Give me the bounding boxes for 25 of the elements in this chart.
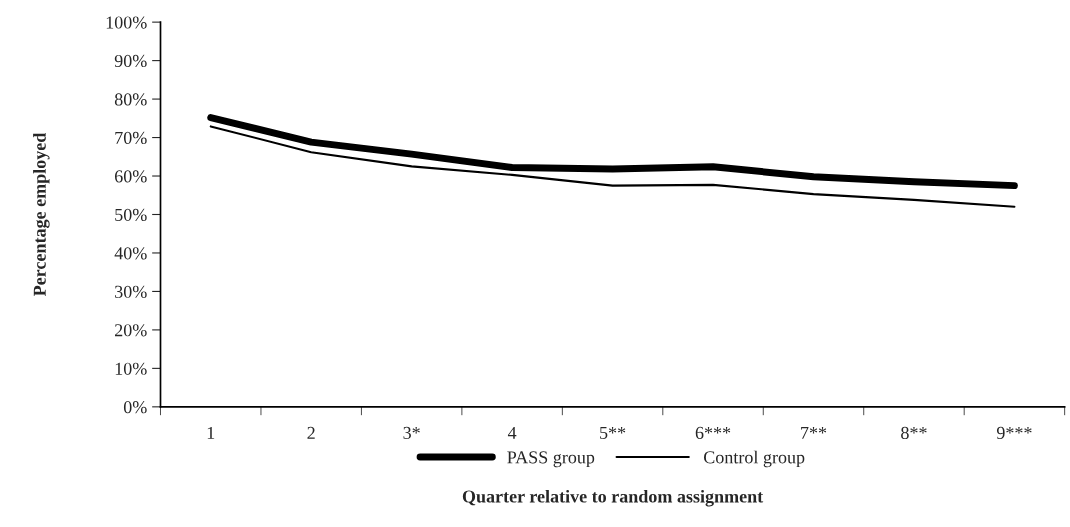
y-axis-title: Percentage employed xyxy=(33,132,50,296)
y-tick-label: 70% xyxy=(115,131,147,145)
y-tick-label: 20% xyxy=(115,324,147,337)
x-tick-label: 4 xyxy=(507,426,517,439)
legend-label: Control group xyxy=(703,450,805,468)
x-tick-label: 9*** xyxy=(996,426,1032,439)
x-axis-title: Quarter relative to random assignment xyxy=(462,489,764,507)
x-tick-label: 5** xyxy=(600,426,626,439)
line-series xyxy=(209,125,1016,208)
x-tick-label: 6*** xyxy=(695,426,731,439)
y-tick-label: 50% xyxy=(115,208,147,221)
y-tick-label: 90% xyxy=(114,54,147,68)
legend-label: PASS group xyxy=(507,451,595,468)
y-tick-label: 30% xyxy=(115,285,147,298)
x-tick-label: 8** xyxy=(901,426,927,439)
y-tick-label: 100% xyxy=(106,16,147,29)
y-tick-label: 10% xyxy=(115,362,147,375)
x-tick-label: 2 xyxy=(307,426,315,439)
y-tick-label: 40% xyxy=(114,247,147,260)
x-tick-label: 7** xyxy=(801,426,827,439)
x-tick-label: 1 xyxy=(207,426,215,439)
y-tick-label: 60% xyxy=(114,170,147,183)
y-tick-label: 80% xyxy=(114,93,147,106)
x-tick-label: 3* xyxy=(403,426,420,439)
y-tick-label: 0% xyxy=(123,401,147,414)
